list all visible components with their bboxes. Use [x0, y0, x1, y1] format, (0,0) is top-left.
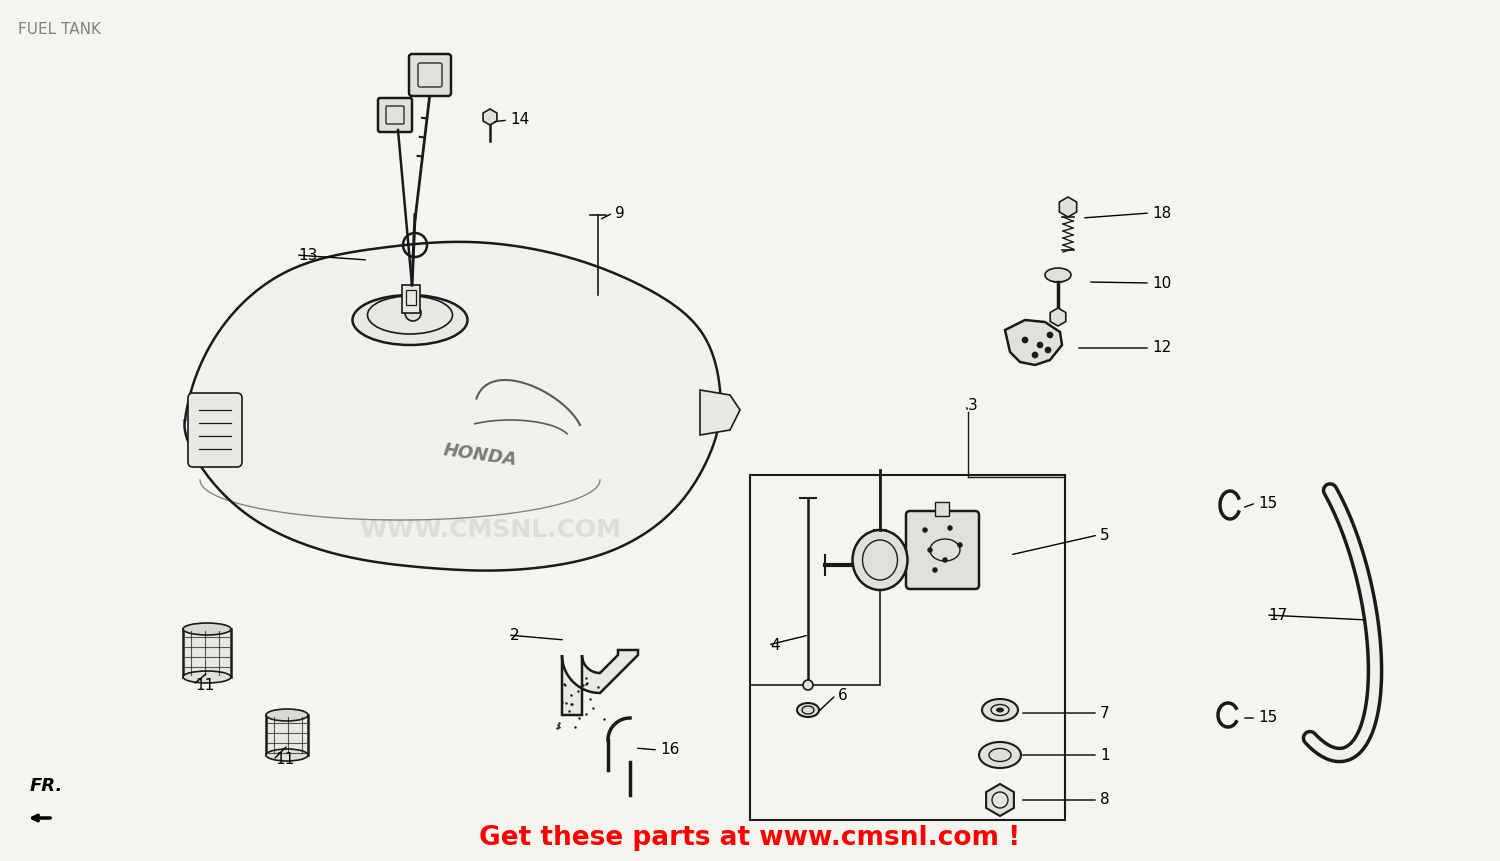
Circle shape: [957, 542, 963, 548]
Text: HONDA: HONDA: [442, 441, 518, 469]
Circle shape: [942, 558, 948, 562]
Bar: [402, 285, 420, 313]
Text: 11: 11: [195, 678, 214, 692]
Text: FR.: FR.: [30, 777, 63, 795]
Polygon shape: [1005, 320, 1062, 365]
Text: 12: 12: [1152, 340, 1172, 356]
Circle shape: [933, 567, 938, 573]
Circle shape: [927, 548, 933, 553]
Circle shape: [405, 305, 422, 321]
Ellipse shape: [980, 742, 1022, 768]
Circle shape: [922, 528, 927, 532]
Circle shape: [1032, 352, 1038, 358]
Ellipse shape: [996, 708, 1004, 713]
FancyBboxPatch shape: [410, 54, 452, 96]
FancyBboxPatch shape: [906, 511, 980, 589]
Circle shape: [1047, 332, 1053, 338]
Ellipse shape: [266, 749, 308, 761]
Circle shape: [802, 680, 813, 690]
Text: 10: 10: [1152, 276, 1172, 290]
Text: 7: 7: [1100, 705, 1110, 721]
Circle shape: [1036, 342, 1042, 348]
Text: 6: 6: [839, 687, 848, 703]
Bar: [750, 475, 1065, 820]
Ellipse shape: [183, 623, 231, 635]
Bar: [183, 629, 231, 677]
Circle shape: [1046, 347, 1052, 353]
Text: FUEL TANK: FUEL TANK: [18, 22, 101, 37]
Circle shape: [948, 525, 952, 530]
Text: 13: 13: [298, 247, 318, 263]
Text: 15: 15: [1258, 495, 1276, 511]
Text: 18: 18: [1152, 206, 1172, 220]
Bar: [266, 715, 308, 755]
Text: 17: 17: [1268, 608, 1287, 623]
Polygon shape: [562, 650, 638, 715]
Polygon shape: [184, 242, 720, 571]
Ellipse shape: [796, 703, 819, 717]
Text: 2: 2: [510, 628, 519, 642]
Text: 8: 8: [1100, 792, 1110, 808]
Text: 16: 16: [660, 742, 680, 758]
Bar: [750, 475, 880, 685]
Text: 3: 3: [968, 398, 978, 412]
Ellipse shape: [183, 671, 231, 683]
Bar: [406, 290, 416, 305]
Text: 9: 9: [615, 206, 624, 220]
Text: 5: 5: [1100, 528, 1110, 542]
FancyBboxPatch shape: [188, 393, 242, 467]
Ellipse shape: [352, 295, 468, 345]
Polygon shape: [700, 390, 740, 435]
Bar: [934, 502, 950, 516]
Text: 14: 14: [510, 113, 530, 127]
Circle shape: [1022, 337, 1028, 343]
Text: WWW.CMSNL.COM: WWW.CMSNL.COM: [358, 518, 621, 542]
Text: 11: 11: [274, 753, 294, 767]
Ellipse shape: [1046, 268, 1071, 282]
Ellipse shape: [266, 709, 308, 721]
Ellipse shape: [852, 530, 907, 590]
FancyBboxPatch shape: [378, 98, 412, 132]
Text: 4: 4: [770, 637, 780, 653]
Text: 1: 1: [1100, 747, 1110, 763]
Ellipse shape: [982, 699, 1018, 721]
Text: Get these parts at www.cmsnl.com !: Get these parts at www.cmsnl.com !: [480, 825, 1020, 851]
Text: 15: 15: [1258, 710, 1276, 726]
